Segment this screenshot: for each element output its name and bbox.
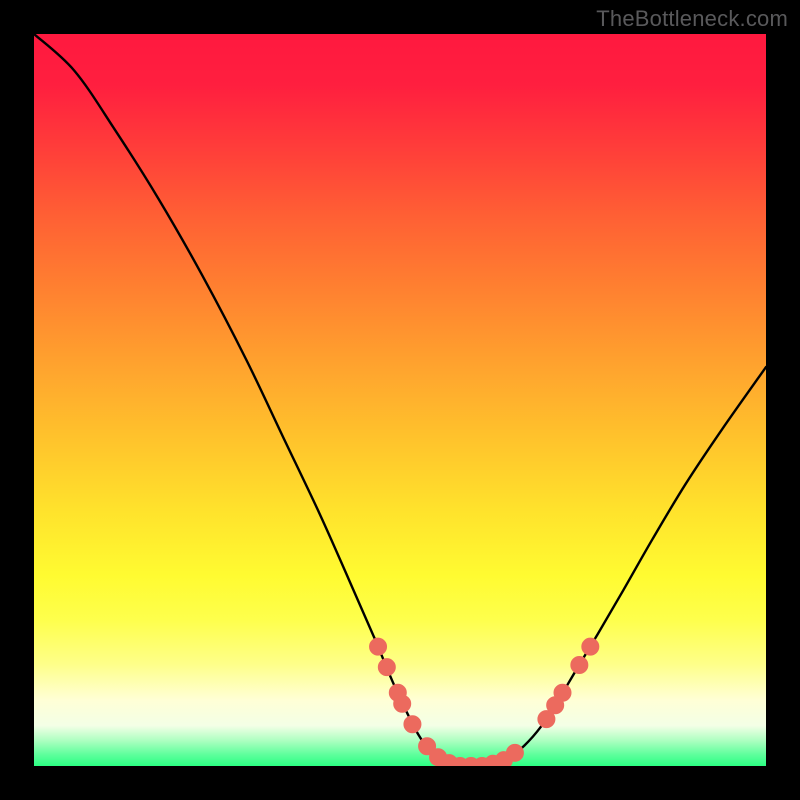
data-marker xyxy=(506,744,523,761)
chart-overlay xyxy=(34,34,766,766)
data-marker xyxy=(571,656,588,673)
data-marker xyxy=(582,638,599,655)
plot-area xyxy=(34,34,766,766)
data-marker xyxy=(370,638,387,655)
watermark-text: TheBottleneck.com xyxy=(596,6,788,32)
marker-group xyxy=(370,638,599,766)
data-marker xyxy=(394,695,411,712)
chart-canvas: TheBottleneck.com xyxy=(0,0,800,800)
data-marker xyxy=(378,659,395,676)
data-marker xyxy=(404,716,421,733)
data-marker xyxy=(554,684,571,701)
bottleneck-curve xyxy=(34,34,766,766)
